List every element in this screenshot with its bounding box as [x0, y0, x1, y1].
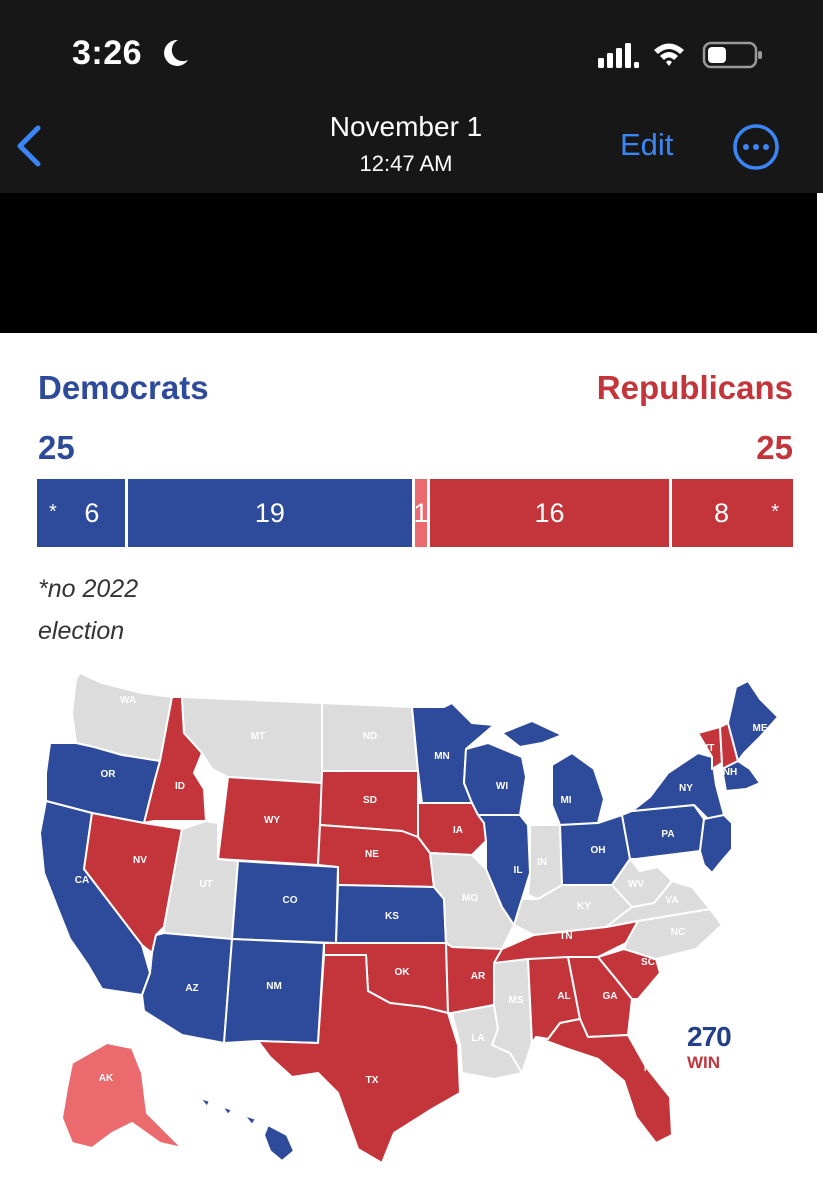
state-label-me: ME [753, 723, 768, 734]
status-and-nav-bar: 3:26 November 1 12:47 AM Edit [0, 0, 823, 193]
state-label-az: AZ [185, 983, 198, 994]
logo-270towin: 270 [687, 1021, 732, 1052]
no-election-marker: * [49, 501, 57, 523]
seat-segment-label: 8 [713, 497, 730, 528]
state-label-wi: WI [496, 781, 508, 792]
state-label-co: CO [283, 895, 298, 906]
state-label-ga: GA [603, 991, 618, 1002]
democrats-label: Democrats [38, 369, 209, 406]
state-mi [501, 720, 605, 826]
state-label-la: LA [471, 1033, 484, 1044]
state-label-ca: CA [75, 875, 89, 886]
photo-letterbox [0, 193, 817, 333]
back-chevron-icon[interactable] [10, 122, 46, 170]
senate-forecast-image: Democrats Republicans 25 25 6 * 19 1 16 8 * *n… [0, 333, 817, 1200]
state-ne-ma [721, 760, 761, 792]
nav-subtitle: 12:47 AM [359, 151, 453, 176]
state-ne-de [699, 814, 733, 874]
seat-bar: 6 * 19 1 16 8 * [37, 479, 793, 547]
state-label-hi: HI [253, 1145, 263, 1156]
seat-segment-1: 19 [127, 479, 412, 547]
republicans-label: Republicans [596, 369, 793, 406]
state-label-or: OR [101, 769, 117, 780]
state-ny [631, 752, 725, 820]
state-label-vt: VT [702, 743, 715, 754]
state-label-ak: AK [99, 1073, 114, 1084]
state-label-wy: WY [264, 815, 280, 826]
seat-segment-4: 8 * [672, 479, 793, 547]
state-wv [611, 858, 673, 908]
state-label-ky: KY [577, 901, 591, 912]
state-label-ut: UT [199, 879, 212, 890]
state-label-mn: MN [434, 751, 450, 762]
state-label-ia: IA [453, 825, 463, 836]
state-label-mt: MT [251, 731, 265, 742]
state-ak [61, 1042, 183, 1149]
seat-segment-label: 6 [84, 497, 100, 528]
state-label-oh: OH [591, 845, 606, 856]
state-fl [535, 1018, 673, 1144]
state-label-id: ID [175, 781, 185, 792]
state-label-il: IL [514, 865, 523, 876]
us-map: WA OR CA ID NV MT WY UT CO AZ NM ND SD NE KS OK TX MN IA MO… [39, 673, 779, 1164]
state-hi [199, 1097, 295, 1162]
state-label-in: IN [537, 857, 547, 868]
state-label-ms: MS [509, 995, 524, 1006]
state-tx [257, 954, 461, 1164]
state-me [727, 680, 779, 762]
state-label-fl: FL [644, 1063, 656, 1074]
democrats-count: 25 [38, 429, 75, 466]
state-label-mo: MO [462, 893, 478, 904]
wifi-icon [654, 43, 684, 66]
state-label-ne: NE [365, 849, 379, 860]
state-label-nh: NH [723, 767, 737, 778]
state-label-pa: PA [661, 829, 674, 840]
state-wi [463, 742, 527, 816]
state-label-ny: NY [679, 783, 693, 794]
state-label-ks: KS [385, 911, 399, 922]
state-label-ar: AR [471, 971, 486, 982]
state-label-nm: NM [266, 981, 282, 992]
state-label-nv: NV [133, 855, 147, 866]
state-label-sc: SC [641, 957, 655, 968]
seat-segment-label: 16 [534, 497, 565, 528]
state-label-ok: OK [395, 967, 411, 978]
seat-segment-0: 6 * [37, 479, 125, 547]
state-label-nd: ND [363, 731, 377, 742]
state-label-sd: SD [363, 795, 377, 806]
no-election-marker: * [771, 501, 779, 523]
footnote-line-1: *no 2022 [38, 575, 139, 603]
state-label-tx: TX [366, 1075, 379, 1086]
state-label-tn: TN [559, 931, 572, 942]
logo-win-text: WIN [687, 1053, 721, 1072]
edit-button[interactable]: Edit [620, 127, 674, 162]
state-label-al: AL [557, 991, 570, 1002]
seat-segment-3: 16 [430, 479, 670, 547]
seat-segment-label: 19 [254, 497, 285, 528]
battery-icon [702, 41, 762, 69]
state-label-nc: NC [671, 927, 685, 938]
state-vt [697, 726, 723, 770]
state-label-wa: WA [120, 695, 136, 706]
state-label-wv: WV [628, 879, 644, 890]
cellular-signal-icon [598, 43, 639, 68]
republicans-count: 25 [756, 429, 793, 466]
footnote-line-2: election [38, 617, 125, 645]
status-time: 3:26 [72, 34, 143, 72]
more-options-icon[interactable] [731, 122, 781, 172]
moon-icon [164, 39, 188, 66]
nav-title: November 1 [329, 111, 483, 142]
seat-segment-label: 1 [413, 497, 429, 528]
seat-segment-2: 1 [413, 479, 429, 547]
state-label-mi: MI [560, 795, 571, 806]
state-label-va: VA [665, 895, 678, 906]
